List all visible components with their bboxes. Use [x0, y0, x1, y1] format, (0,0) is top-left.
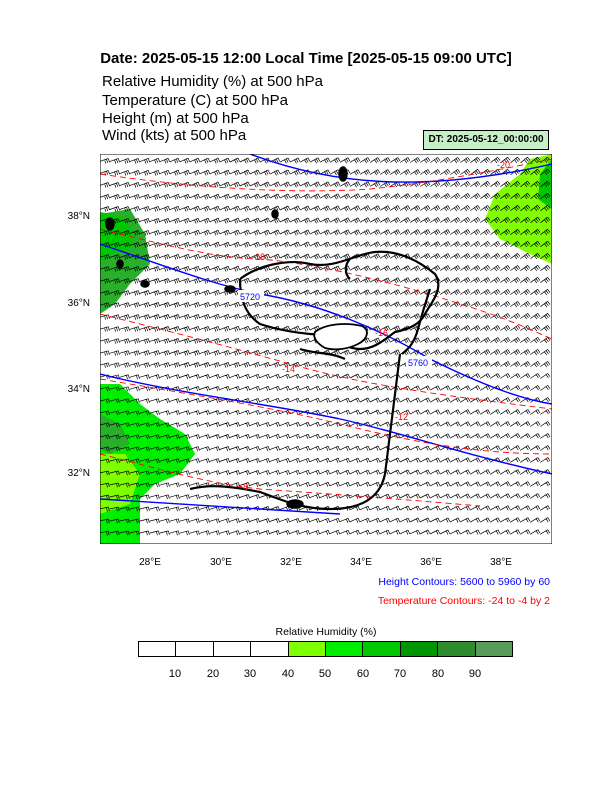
lon-label-28: 28°E	[139, 557, 161, 568]
cyprus	[313, 323, 368, 351]
lon-label-36: 36°E	[420, 557, 442, 568]
lon-label-34: 34°E	[350, 557, 372, 568]
colorbar-label: 90	[468, 668, 482, 680]
colorbar-label: 70	[393, 668, 407, 680]
contour-labels: 5720 5760 -20 -18 -16 -14 -12 -8	[238, 160, 510, 492]
temp-label-4: -14	[282, 364, 295, 374]
height-contours-legend: Height Contours: 5600 to 5960 by 60	[378, 576, 550, 588]
colorbar-label: 60	[356, 668, 370, 680]
temp-label-2: -18	[252, 252, 265, 262]
lat-label-38: 38°N	[67, 211, 90, 222]
colorbar-label: 20	[206, 668, 220, 680]
colorbar-segment	[251, 642, 289, 656]
lat-label-32: 32°N	[67, 468, 90, 479]
colorbar-label: 50	[318, 668, 332, 680]
colorbar-segment	[475, 642, 513, 656]
lat-label-34: 34°N	[67, 384, 90, 395]
colorbar-segment	[400, 642, 439, 656]
field-height: Height (m) at 500 hPa	[102, 110, 249, 127]
lon-label-30: 30°E	[210, 557, 232, 568]
islands	[105, 166, 348, 509]
colorbar-segment	[326, 642, 364, 656]
height-contours	[100, 154, 552, 515]
colorbar-segment	[176, 642, 214, 656]
coastlines	[189, 250, 440, 511]
height-label-5760: 5760	[408, 358, 428, 368]
temp-label-3: -16	[375, 328, 388, 338]
colorbar-title: Relative Humidity (%)	[275, 626, 377, 638]
colorbar-label: 80	[431, 668, 445, 680]
colorbar-label: 40	[281, 668, 295, 680]
temp-label-5: -12	[395, 412, 408, 422]
colorbar-segment	[213, 642, 252, 656]
colorbar-label: 30	[243, 668, 257, 680]
colorbar-segment	[139, 642, 177, 656]
humidity-colorbar	[138, 641, 513, 657]
colorbar-segment	[363, 642, 401, 656]
lat-label-36: 36°N	[67, 298, 90, 309]
field-rh: Relative Humidity (%) at 500 hPa	[102, 73, 323, 90]
field-temp: Temperature (C) at 500 hPa	[102, 92, 288, 109]
height-label-5720: 5720	[240, 292, 260, 302]
temperature-contours-legend: Temperature Contours: -24 to -4 by 2	[377, 595, 550, 607]
map-title: Date: 2025-05-15 12:00 Local Time [2025-…	[100, 50, 512, 67]
weather-map: 5720 5760 -20 -18 -16 -14 -12 -8	[100, 154, 552, 544]
lon-label-38: 38°E	[490, 557, 512, 568]
field-wind: Wind (kts) at 500 hPa	[102, 127, 247, 144]
colorbar-label: 10	[168, 668, 182, 680]
lon-label-32: 32°E	[280, 557, 302, 568]
temperature-contours	[100, 158, 552, 507]
temp-label-6: -8	[240, 482, 248, 492]
dt-badge: DT: 2025-05-12_00:00:00	[423, 130, 549, 150]
temp-label-1: -20	[497, 160, 510, 170]
colorbar-segment	[438, 642, 476, 656]
colorbar-segment	[288, 642, 327, 656]
